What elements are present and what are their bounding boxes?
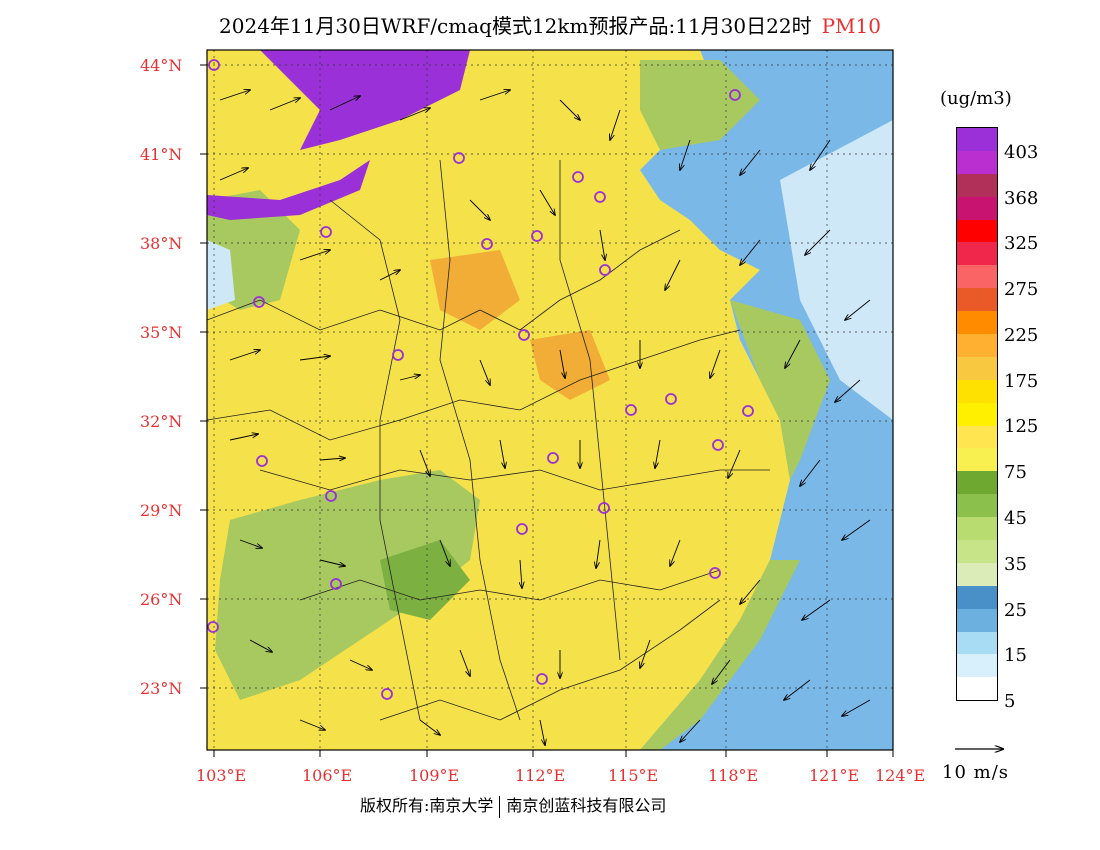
legend-swatch bbox=[957, 288, 997, 312]
north-high-pollution bbox=[260, 50, 470, 150]
legend-swatch bbox=[957, 334, 997, 357]
color-legend bbox=[956, 127, 998, 702]
map-title: 2024年11月30日WRF/cmaq模式12km预报产品:11月30日22时 P… bbox=[0, 10, 1100, 39]
northwest-high-pollution bbox=[207, 160, 370, 220]
legend-swatch bbox=[957, 494, 997, 518]
lon-label-121: 121°E bbox=[809, 766, 860, 785]
legend-tick-45: 45 bbox=[1004, 508, 1027, 529]
lat-label-35: 35°N bbox=[140, 323, 183, 342]
legend-unit: (ug/m3) bbox=[940, 88, 1012, 109]
legend-swatch bbox=[957, 402, 997, 426]
copyright: 版权所有:南京大学 南京创蓝科技有限公司 bbox=[360, 792, 666, 818]
lon-label-124: 124°E bbox=[875, 766, 926, 785]
southwest-green bbox=[215, 470, 480, 700]
legend-tick-368: 368 bbox=[1004, 188, 1039, 209]
lon-label-115: 115°E bbox=[608, 766, 659, 785]
legend-swatch bbox=[957, 379, 997, 403]
legend-tick-75: 75 bbox=[1004, 462, 1027, 483]
legend-tick-275: 275 bbox=[1004, 279, 1039, 300]
legend-tick-325: 325 bbox=[1004, 233, 1039, 254]
legend-swatch bbox=[957, 311, 997, 335]
lat-label-38: 38°N bbox=[140, 234, 183, 253]
legend-swatch bbox=[957, 608, 997, 632]
wind-scale-label: 10 m/s bbox=[942, 762, 1009, 783]
legend-tick-175: 175 bbox=[1004, 371, 1039, 392]
city-markers bbox=[207, 59, 754, 700]
legend-swatch bbox=[957, 631, 997, 655]
legend-swatch bbox=[957, 471, 997, 495]
legend-swatch bbox=[957, 196, 997, 220]
map-frame bbox=[206, 49, 894, 751]
province-borders bbox=[207, 159, 770, 721]
legend-swatch bbox=[957, 173, 997, 197]
central-orange bbox=[530, 330, 610, 400]
grid-lines bbox=[207, 50, 893, 750]
legend-swatch bbox=[957, 585, 997, 609]
copyright-right: 南京创蓝科技有限公司 bbox=[506, 796, 667, 815]
legend-swatch bbox=[957, 265, 997, 289]
legend-tick-15: 15 bbox=[1004, 645, 1027, 666]
legend-tick-403: 403 bbox=[1004, 142, 1039, 163]
legend-swatch bbox=[957, 517, 997, 541]
legend-tick-225: 225 bbox=[1004, 325, 1039, 346]
lon-label-118: 118°E bbox=[708, 766, 759, 785]
legend-swatch bbox=[957, 425, 997, 449]
legend-swatch bbox=[957, 128, 997, 151]
copyright-left: 版权所有:南京大学 bbox=[360, 796, 494, 815]
lat-label-44: 44°N bbox=[140, 56, 183, 75]
lat-label-26: 26°N bbox=[140, 590, 183, 609]
legend-swatch bbox=[957, 677, 997, 701]
wind-vectors bbox=[219, 90, 871, 745]
lat-label-29: 29°N bbox=[140, 501, 183, 520]
legend-swatch bbox=[957, 150, 997, 174]
lon-label-112: 112°E bbox=[515, 766, 566, 785]
loess-orange bbox=[430, 250, 520, 330]
northeast-green bbox=[640, 60, 760, 150]
lat-label-32: 32°N bbox=[140, 412, 183, 431]
sea-light-region bbox=[780, 120, 893, 420]
legend-swatch bbox=[957, 219, 997, 243]
lat-label-23: 23°N bbox=[140, 679, 183, 698]
lat-label-41: 41°N bbox=[140, 145, 183, 164]
legend-swatch bbox=[957, 242, 997, 266]
lon-label-103: 103°E bbox=[196, 766, 247, 785]
map-field bbox=[207, 50, 893, 750]
axis-ticks bbox=[200, 64, 894, 757]
yellow-sea-green bbox=[730, 300, 830, 480]
legend-swatch bbox=[957, 654, 997, 678]
legend-tick-25: 25 bbox=[1004, 600, 1027, 621]
title-text: 2024年11月30日WRF/cmaq模式12km预报产品:11月30日22时 bbox=[219, 14, 812, 38]
lon-label-109: 109°E bbox=[409, 766, 460, 785]
copyright-separator bbox=[499, 795, 501, 818]
coastal-green bbox=[640, 560, 800, 750]
legend-tick-125: 125 bbox=[1004, 416, 1039, 437]
pollutant-label: PM10 bbox=[821, 14, 881, 38]
legend-tick-35: 35 bbox=[1004, 554, 1027, 575]
west-light bbox=[207, 240, 235, 310]
legend-swatch bbox=[957, 540, 997, 563]
lon-label-106: 106°E bbox=[302, 766, 353, 785]
legend-swatch bbox=[957, 356, 997, 380]
legend-swatch bbox=[957, 448, 997, 472]
legend-tick-5: 5 bbox=[1004, 691, 1016, 712]
legend-swatch bbox=[957, 562, 997, 586]
